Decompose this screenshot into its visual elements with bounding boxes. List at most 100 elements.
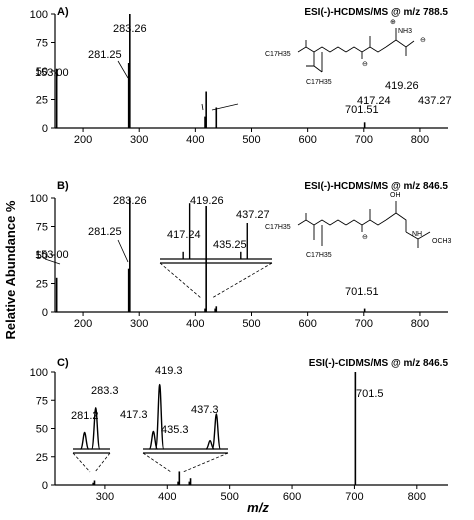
- panel-a-peaks: [55, 14, 366, 128]
- panel-c-label: C): [57, 357, 69, 369]
- pps-chain-1: C17H35: [265, 224, 291, 231]
- panel-c-inset-2-peaks: [148, 383, 222, 450]
- panel-c-title: ESI(-)-CIDMS/MS @ m/z 846.5: [309, 358, 449, 369]
- inset-peak: [91, 407, 101, 450]
- peak-label-153: 153.00: [35, 67, 69, 79]
- panel-a-label: A): [57, 6, 69, 18]
- y-tick-label: 50: [36, 424, 48, 436]
- x-tick-label: 200: [74, 318, 92, 330]
- x-tick-label: 300: [130, 134, 148, 146]
- pps-methoxy: OCH3: [432, 238, 452, 245]
- ps-carboxylate-minus: ⊖: [420, 37, 426, 44]
- peak-label-701: 701.51: [345, 286, 379, 298]
- x-tick-label: 400: [186, 318, 204, 330]
- ps-chain-2: C17H35: [306, 79, 332, 86]
- x-tick-label: 700: [355, 134, 373, 146]
- y-tick-label: 25: [36, 452, 48, 464]
- leader-153: [44, 258, 61, 265]
- panel-b-inset-peaks: [182, 203, 248, 259]
- peak-label-701: 701.5: [356, 388, 384, 400]
- y-tick-label: 100: [30, 193, 48, 205]
- panel-b-inset: [44, 203, 273, 299]
- x-tick-label: 300: [130, 318, 148, 330]
- x-tick-label: 800: [411, 318, 429, 330]
- panel-c-inset-2-zoom-right: [182, 452, 229, 473]
- panel-a-label-leaders: [54, 60, 239, 111]
- x-tick-label: 400: [186, 134, 204, 146]
- x-tick-label: 200: [74, 134, 92, 146]
- y-tick-label: 75: [36, 222, 48, 234]
- x-tick-label: 800: [408, 491, 426, 503]
- panel-c-y-ticks: 0 25 50 75 100: [30, 367, 55, 492]
- panel-b-peak-labels: 153.00 281.25 283.26 417.24 419.26 435.2…: [35, 195, 379, 298]
- inset-peak: [148, 430, 159, 450]
- inset-peak: [205, 439, 215, 450]
- panel-c-x-ticks: 300 400 500 600 700 800: [96, 485, 426, 503]
- panel-b: B) ESI(-)-HCDMS/MS @ m/z 846.5 200 300 400…: [30, 180, 452, 330]
- ps-plus: ⊕: [390, 19, 396, 26]
- panel-a-x-ticks: 200 300 400 500 600 700 800: [74, 128, 429, 146]
- pps-acid-oh: OH: [390, 192, 401, 199]
- leader-281: [117, 239, 129, 263]
- panel-b-inset-zoom-line-left: [159, 262, 202, 299]
- panel-c-inset-1: 281.2 283.3: [71, 385, 119, 473]
- panel-b-x-ticks: 200 300 400 500 600 700 800: [74, 312, 429, 330]
- y-tick-label: 25: [36, 95, 48, 107]
- panel-b-title: ESI(-)-HCDMS/MS @ m/z 846.5: [304, 181, 448, 192]
- panel-c-inset-2-zoom-left: [142, 452, 172, 473]
- panel-b-y-ticks: 0 25 50 75 100: [30, 193, 55, 319]
- x-tick-label: 300: [96, 491, 114, 503]
- ps-phosphate-minus: ⊖: [362, 61, 368, 68]
- peak-label-153: 153.00: [35, 249, 69, 261]
- x-tick-label: 600: [298, 134, 316, 146]
- y-axis-label: Relative Abundance %: [3, 200, 18, 339]
- y-tick-label: 0: [42, 307, 48, 319]
- x-tick-label: 700: [345, 491, 363, 503]
- pps-chain-2: C17H35: [306, 252, 332, 259]
- x-tick-label: 400: [158, 491, 176, 503]
- peak-label-281: 281.25: [88, 49, 122, 61]
- x-tick-label: 700: [355, 318, 373, 330]
- inset-peak: [211, 413, 222, 450]
- y-tick-label: 100: [30, 9, 48, 21]
- peak-label-419: 419.26: [385, 80, 419, 92]
- ps-ammonium: NH3: [398, 28, 412, 35]
- panel-b-inset-zoom-line-right: [211, 262, 273, 299]
- panel-b-label: B): [57, 180, 69, 192]
- x-tick-label: 500: [220, 491, 238, 503]
- peak-label-435: 435.25: [213, 239, 247, 251]
- y-tick-label: 0: [42, 480, 48, 492]
- inset-label-419: 419.3: [155, 365, 183, 377]
- panel-c: C) ESI(-)-CIDMS/MS @ m/z 846.5 300 400 500…: [30, 357, 449, 503]
- peak-label-283: 283.26: [113, 195, 147, 207]
- y-tick-label: 50: [36, 250, 48, 262]
- ps-structure: [297, 28, 415, 73]
- panel-a-peak-labels: 153.00 281.25 283.26 417.24 419.26 437.2…: [35, 23, 452, 116]
- x-tick-label: 500: [242, 134, 260, 146]
- inset-label-281: 281.2: [71, 410, 99, 422]
- peak-label-701: 701.51: [345, 104, 379, 116]
- x-tick-label: 600: [298, 318, 316, 330]
- y-tick-label: 100: [30, 367, 48, 379]
- inset-peak: [79, 431, 90, 450]
- panel-a-y-ticks: 0 25 50 75 100: [30, 9, 55, 135]
- x-axis-label: m/z: [247, 500, 269, 515]
- panel-c-inset-1-zoom-right: [94, 452, 111, 473]
- y-tick-label: 50: [36, 66, 48, 78]
- x-tick-label: 500: [242, 318, 260, 330]
- y-tick-label: 25: [36, 279, 48, 291]
- y-tick-label: 0: [42, 123, 48, 135]
- inset-peak: [154, 383, 165, 450]
- panel-c-peaks: [92, 372, 357, 485]
- peak-label-283: 283.26: [113, 23, 147, 35]
- inset-label-417: 417.3: [120, 409, 148, 421]
- y-tick-label: 75: [36, 38, 48, 50]
- peak-label-417: 417.24: [167, 229, 201, 241]
- inset-label-435: 435.3: [161, 424, 189, 436]
- peak-label-419: 419.26: [190, 195, 224, 207]
- inset-label-283: 283.3: [91, 385, 119, 397]
- peak-label-437: 437.27: [236, 209, 270, 221]
- peak-label-437: 437.27: [418, 95, 452, 107]
- panel-c-inset-1-zoom-left: [72, 452, 91, 473]
